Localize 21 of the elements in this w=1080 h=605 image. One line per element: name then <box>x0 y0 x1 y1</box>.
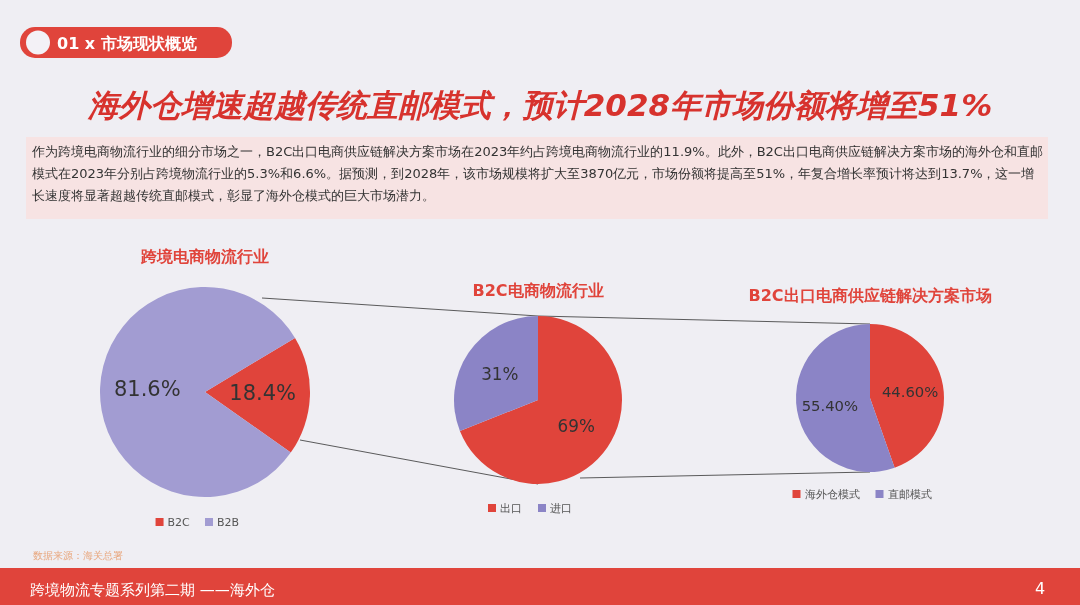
chart-title: B2C出口电商供应链解决方案市场 <box>748 286 992 305</box>
data-label: 81.6% <box>113 376 181 401</box>
chart-title: 跨境电商物流行业 <box>140 247 269 266</box>
legend-label: 出口 <box>500 502 522 515</box>
chart-title: B2C电商物流行业 <box>472 281 604 300</box>
source-note: 数据来源：海关总署 <box>33 550 123 561</box>
data-label: 69% <box>557 415 595 436</box>
text: 跨境物流专题系列第二期 ——海外仓 <box>30 581 275 599</box>
text: 4 <box>1034 579 1046 598</box>
legend-label: B2C <box>167 516 191 529</box>
text: 01 x 市场现状概览 <box>57 34 197 53</box>
legend-label: B2B <box>217 516 240 529</box>
data-label: 44.60% <box>881 383 939 401</box>
text: 海外仓增速超越传统直邮模式，预计2028年市场份额将增至51% <box>86 87 993 123</box>
legend-label: 进口 <box>550 502 572 515</box>
legend-label: 直邮模式 <box>887 488 932 501</box>
legend-label: 海外仓模式 <box>804 488 860 501</box>
data-label: 31% <box>481 364 519 385</box>
data-label: 18.4% <box>229 381 297 406</box>
text: 作为跨境电商物流行业的细分市场之一，B2C出口电商供应链解决方案市场在2023年约占跨境电商物流行业的11.9%。此外，B2C出口电商供应链解决方案市场的海外仓和直邮模式在2023年分别占跨境物流行业的5.3%和6.6%。据预测，到2028年，该市场规模将扩大至3870亿元，市场份额将提高至51%，年复合增长率预计将达到13.7%，这一增长速度将显著超越传统直邮模式，彰显了海外仓模式的巨大市场潜力。 <box>32 143 1044 205</box>
data-label: 55.40% <box>801 396 859 414</box>
